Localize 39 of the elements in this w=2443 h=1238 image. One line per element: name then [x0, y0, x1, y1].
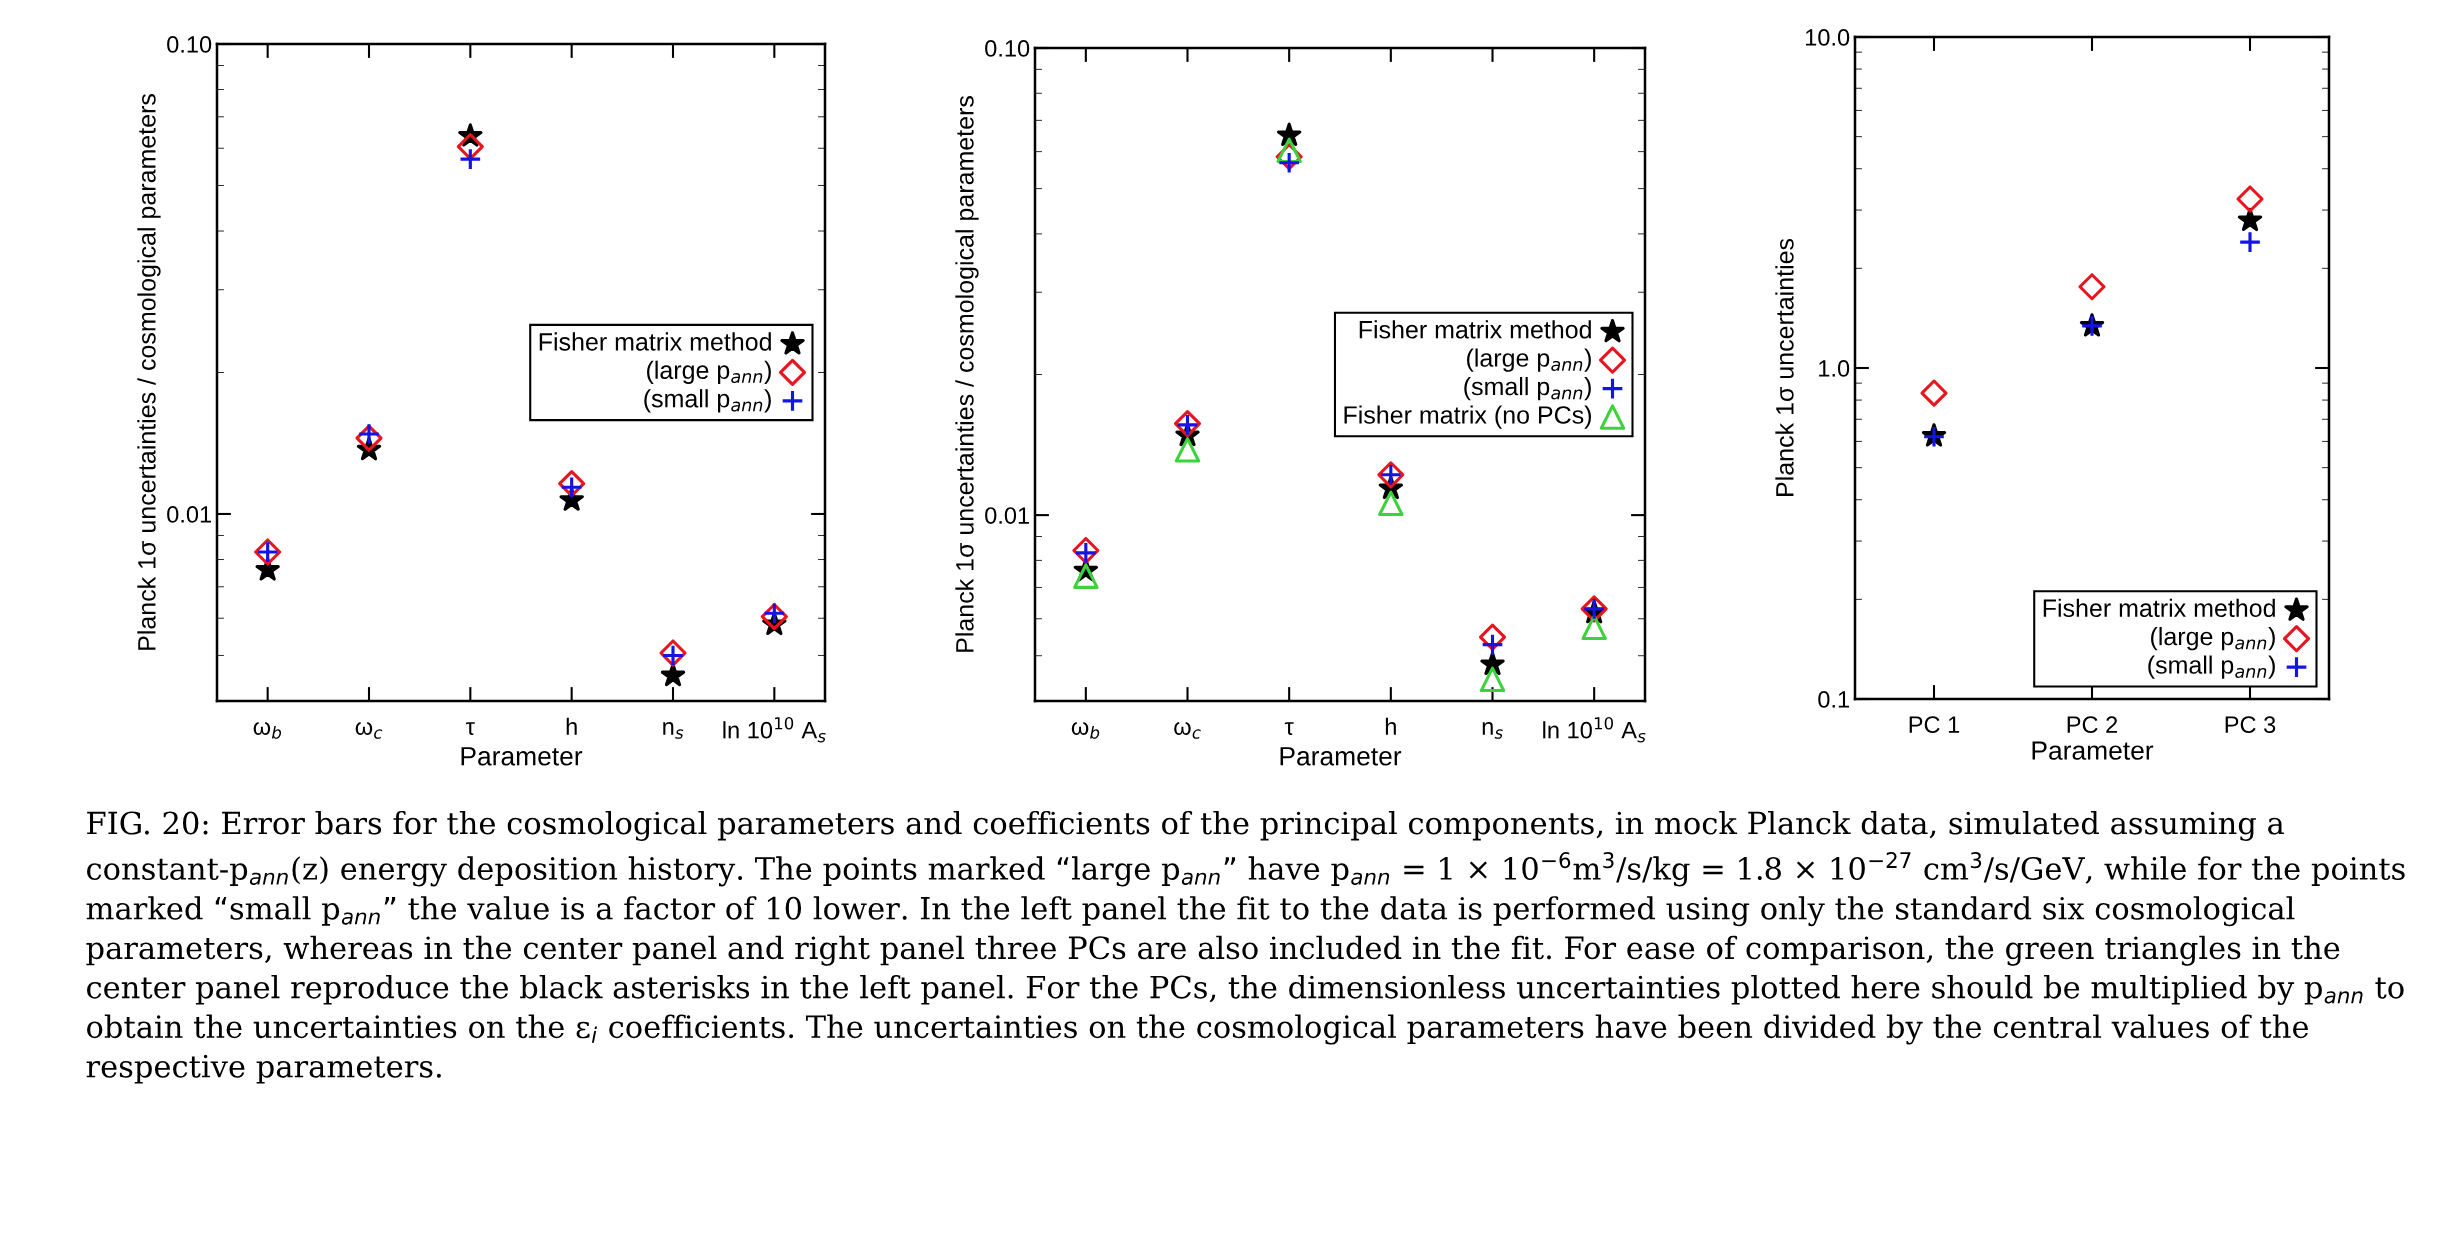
x-axis-title: Parameter: [2032, 741, 2154, 760]
x-tick-label: h: [1385, 717, 1396, 735]
x-axis-title: Parameter: [1280, 747, 1402, 766]
y-axis-title: Planck 1σ uncertainties: [1775, 238, 1794, 496]
x-tick-label: ω$_{b}$: [253, 722, 282, 739]
x-tick-label: τ: [1284, 722, 1294, 736]
legend-label: (large p$_{ann}$): [2151, 627, 2275, 651]
text: FIG. 20: Error bars for the cosmological parameters and coefficients of the principal components, in mock Planck data, simulated assuming a constant-p$_{ann}$(z) energy deposition history. The points marked “large p$_{ann}$” have p$_{ann}$ = 1 × 10$^{−6}$m$^{3}$/s/kg = 1.8 × 10$^{−27}$ cm$^{3}$/s/GeV, while for the points marked “small p$_{ann}$” the value is a factor of 10 lower. In the left panel the fit to the data is performed using only the standard six cosmological parameters, whereas in the center panel and right panel three PCs are also included in the fit. For ease of comparison, the green triangles in the center panel reproduce the black asterisks in the left panel. For the PCs, the dimensionless uncertainties plotted here should be multiplied by p$_{ann}$ to obtain the uncertainties on the ε$_{i}$ coefficients. The uncertainties on the cosmological parameters have been divided by the central values of the respective parameters.: [86, 810, 2405, 1084]
legend-label: Fisher matrix method: [1359, 320, 1591, 339]
x-axis-title: Parameter: [461, 747, 583, 766]
legend-label: Fisher matrix (no PCs): [1344, 405, 1591, 429]
x-tick-label: ln 10$^{10}$ A$_{s}$: [1543, 717, 1646, 743]
legend-label: Fisher matrix method: [2043, 598, 2275, 618]
x-tick-label: h: [566, 717, 577, 735]
legend-label: (small p$_{ann}$): [1464, 377, 1591, 401]
x-tick-label: ln 10$^{10}$ A$_{s}$: [723, 717, 826, 743]
legend-label: Fisher matrix method: [539, 332, 771, 351]
y-axis-title: Planck 1σ uncertainties / cosmological parameters: [137, 94, 161, 650]
x-tick-label: τ: [466, 722, 475, 736]
y-tick-label: 0.10: [985, 40, 1030, 57]
y-axis-title: Planck 1σ uncertainties / cosmological parameters: [955, 96, 979, 652]
y-tick-label: 0.10: [167, 36, 212, 53]
x-tick-label: ω$_{c}$: [355, 722, 383, 739]
legend-label: (small p$_{ann}$): [2148, 655, 2275, 679]
legend-label: (large p$_{ann}$): [647, 360, 771, 384]
legend-label: (small p$_{ann}$): [644, 389, 771, 413]
y-tick-label: 0.1: [1818, 691, 1849, 708]
y-tick-label: 10.0: [1805, 29, 1850, 46]
x-tick-label: ω$_{b}$: [1071, 722, 1100, 739]
y-tick-label: 0.01: [985, 507, 1029, 524]
x-tick-label: n$_{s}$: [1482, 722, 1503, 739]
y-tick-label: 0.01: [167, 506, 211, 523]
x-tick-label: ω$_{c}$: [1174, 722, 1201, 739]
x-tick-label: PC 3: [2225, 716, 2276, 734]
x-tick-label: n$_{s}$: [663, 722, 684, 739]
x-tick-label: PC 2: [2067, 716, 2118, 734]
legend-label: (large p$_{ann}$): [1467, 348, 1591, 372]
x-tick-label: PC 1: [1909, 716, 1960, 734]
y-tick-label: 1.0: [1819, 360, 1850, 377]
